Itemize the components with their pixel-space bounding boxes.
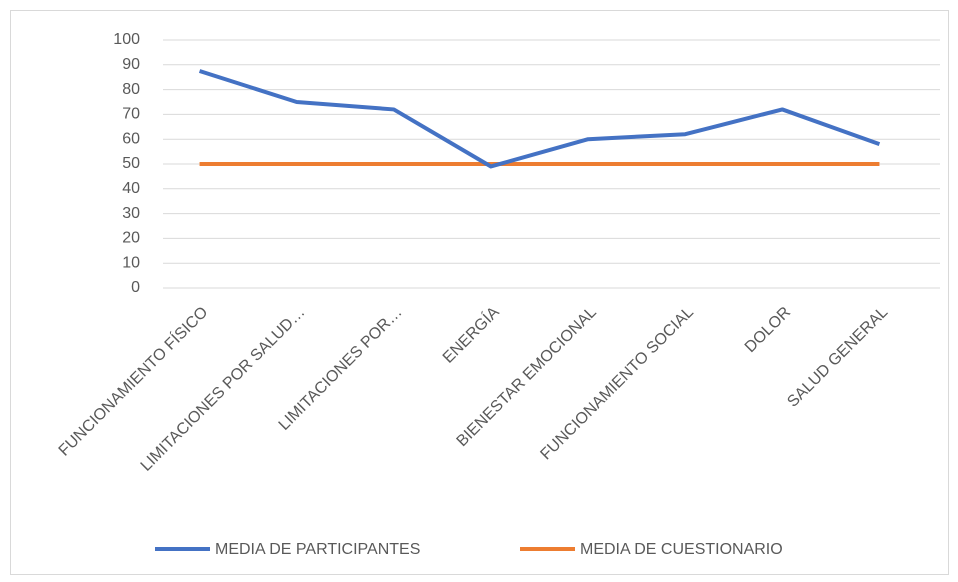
y-tick-label: 80 (122, 81, 140, 98)
y-tick-label: 70 (122, 106, 140, 123)
y-tick-label: 0 (131, 279, 140, 296)
chart-frame (10, 10, 949, 575)
legend-label: MEDIA DE PARTICIPANTES (215, 541, 420, 558)
y-tick-label: 10 (122, 254, 140, 271)
y-tick-label: 50 (122, 155, 140, 172)
y-tick-label: 90 (122, 56, 140, 73)
series-line (198, 69, 881, 169)
y-tick-label: 60 (122, 130, 140, 147)
y-tick-label: 40 (122, 180, 140, 197)
legend-label: MEDIA DE CUESTIONARIO (580, 541, 783, 558)
y-tick-label: 20 (122, 230, 140, 247)
y-tick-label: 30 (122, 205, 140, 222)
y-tick-label: 100 (113, 31, 140, 48)
